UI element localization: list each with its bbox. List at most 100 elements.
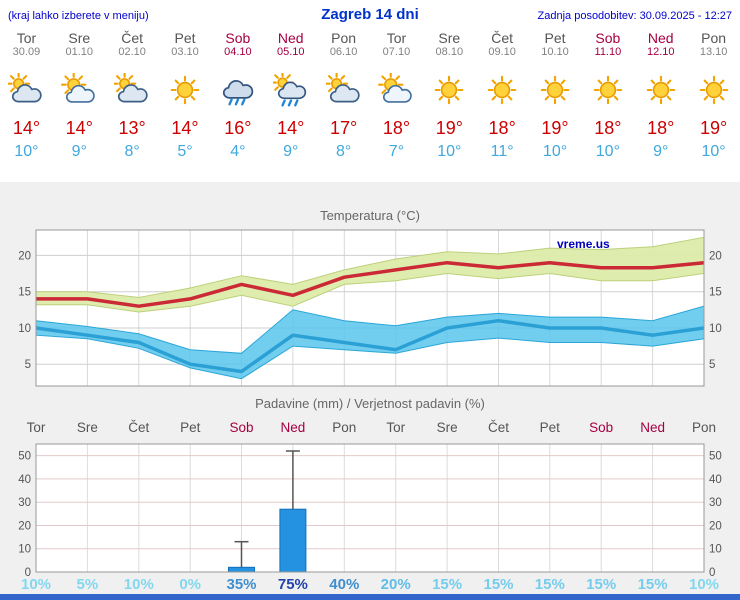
forecast-day: Tor 07.10 18° 7°	[370, 30, 423, 162]
sunny-icon	[423, 71, 476, 109]
day-date: 11.10	[594, 46, 622, 58]
forecast-day: Čet 09.10 18° 11°	[476, 30, 529, 162]
header: (kraj lahko izberete v meniju) Zagreb 14…	[0, 0, 740, 23]
forecast-day: Pon 06.10 17° 8°	[317, 30, 370, 162]
day-name: Pet	[544, 30, 566, 46]
day-name: Pon	[331, 30, 357, 46]
max-temperature: 19°	[699, 118, 728, 138]
min-temperature: 8°	[335, 143, 352, 160]
day-date: 09.10	[488, 46, 516, 58]
min-temperature: 9°	[71, 143, 87, 160]
day-name: Pon	[701, 30, 727, 46]
max-temperature: 18°	[594, 118, 622, 138]
max-temperature: 18°	[488, 118, 516, 138]
min-temperature: 10°	[595, 143, 620, 160]
min-temperature: 5°	[177, 143, 193, 160]
precip-day-label: Pet	[180, 420, 201, 435]
sunny-icon	[687, 71, 740, 109]
day-date: 07.10	[382, 46, 411, 58]
precip-probability: 20%	[381, 576, 411, 592]
min-temperature: 10°	[437, 143, 462, 160]
day-name: Tor	[16, 30, 37, 46]
precip-day-label: Pon	[332, 420, 356, 435]
day-date: 12.10	[646, 46, 675, 58]
precip-day-label: Čet	[128, 420, 149, 435]
day-name: Sob	[225, 30, 251, 46]
temperature-chart: Temperatura (°C) 5 5 10 10 15 15 20 20 vreme.us	[0, 206, 740, 396]
min-temperature: 9°	[283, 143, 299, 160]
svg-text:5: 5	[25, 359, 31, 371]
forecast-day: Sre 01.10 14° 9°	[53, 30, 106, 162]
min-temperature: 11°	[490, 143, 514, 160]
location-note: (kraj lahko izberete v meniju)	[8, 10, 149, 22]
forecast-day: Sob 11.10 18° 10°	[581, 30, 634, 162]
showers-icon	[264, 71, 317, 109]
day-name: Ned	[647, 30, 674, 46]
day-name: Tor	[386, 30, 407, 46]
max-temperature: 18°	[382, 118, 411, 138]
svg-text:10: 10	[709, 544, 722, 556]
max-temperature: 14°	[277, 118, 305, 138]
min-temperature: 10°	[542, 143, 568, 160]
precip-bar	[279, 508, 307, 573]
svg-text:10: 10	[18, 323, 31, 335]
day-date: 13.10	[699, 46, 728, 58]
max-temperature: 14°	[65, 118, 93, 138]
svg-text:50: 50	[709, 451, 722, 463]
precip-day-label: Sre	[437, 420, 458, 435]
svg-text:15: 15	[18, 287, 31, 299]
mostly-cloudy-icon	[317, 71, 370, 109]
svg-text:20: 20	[18, 250, 31, 262]
precip-day-label: Pon	[692, 420, 716, 435]
svg-text:20: 20	[709, 521, 722, 533]
day-date: 04.10	[224, 46, 252, 58]
precip-probability: 15%	[586, 576, 616, 592]
min-temperature: 10°	[701, 143, 726, 160]
precip-day-label: Ned	[281, 420, 306, 435]
svg-text:10: 10	[709, 323, 722, 335]
day-name: Ned	[277, 30, 304, 46]
svg-text:30: 30	[709, 497, 722, 509]
min-temperature: 8°	[124, 143, 140, 160]
day-date: 06.10	[329, 46, 358, 58]
svg-text:5: 5	[709, 359, 715, 371]
precip-probability: 0%	[179, 576, 201, 592]
last-update: Zadnja posodobitev: 30.09.2025 - 12:27	[537, 10, 732, 22]
max-temperature: 14°	[12, 118, 41, 138]
sunny-icon	[476, 71, 529, 109]
precip-probability: 35%	[226, 576, 256, 592]
forecast-day: Ned 05.10 14° 9°	[264, 30, 317, 162]
svg-text:50: 50	[18, 451, 31, 463]
sunny-icon	[529, 71, 582, 109]
precip-day-label: Sob	[229, 420, 253, 435]
svg-text:40: 40	[709, 474, 722, 486]
precipitation-chart: Padavine (mm) / Verjetnost padavin (%) To…	[0, 396, 740, 592]
svg-text:20: 20	[18, 521, 31, 533]
precip-probability: 15%	[483, 576, 513, 592]
watermark: vreme.us	[557, 237, 610, 251]
charts-panel: Temperatura (°C) 5 5 10 10 15 15 20 20 vreme.us P…	[0, 182, 740, 600]
day-name: Pet	[174, 30, 196, 46]
day-name: Sre	[438, 30, 461, 46]
svg-text:10: 10	[18, 544, 31, 556]
forecast-day: Pet 03.10 14° 5°	[159, 30, 212, 162]
max-temperature: 19°	[435, 118, 463, 138]
day-date: 05.10	[276, 46, 305, 58]
mostly-cloudy-icon	[106, 71, 159, 109]
precip-probability: 10%	[124, 576, 154, 592]
max-temp-line	[36, 260, 705, 308]
min-temperature: 9°	[653, 143, 669, 160]
precip-bar	[228, 566, 255, 573]
svg-text:40: 40	[18, 474, 31, 486]
precip-day-label: Pet	[540, 420, 561, 435]
mostly-cloudy-icon	[0, 71, 53, 109]
page-title: Zagreb 14 dni	[321, 6, 419, 23]
day-date: 03.10	[171, 46, 199, 58]
max-temperature: 17°	[329, 118, 358, 138]
day-name: Čet	[121, 30, 144, 46]
max-temperature: 18°	[647, 118, 675, 138]
forecast-panel: (kraj lahko izberete v meniju) Zagreb 14…	[0, 0, 740, 182]
max-temperature: 13°	[118, 118, 146, 138]
svg-text:15: 15	[709, 287, 722, 299]
day-date: 10.10	[541, 46, 569, 58]
